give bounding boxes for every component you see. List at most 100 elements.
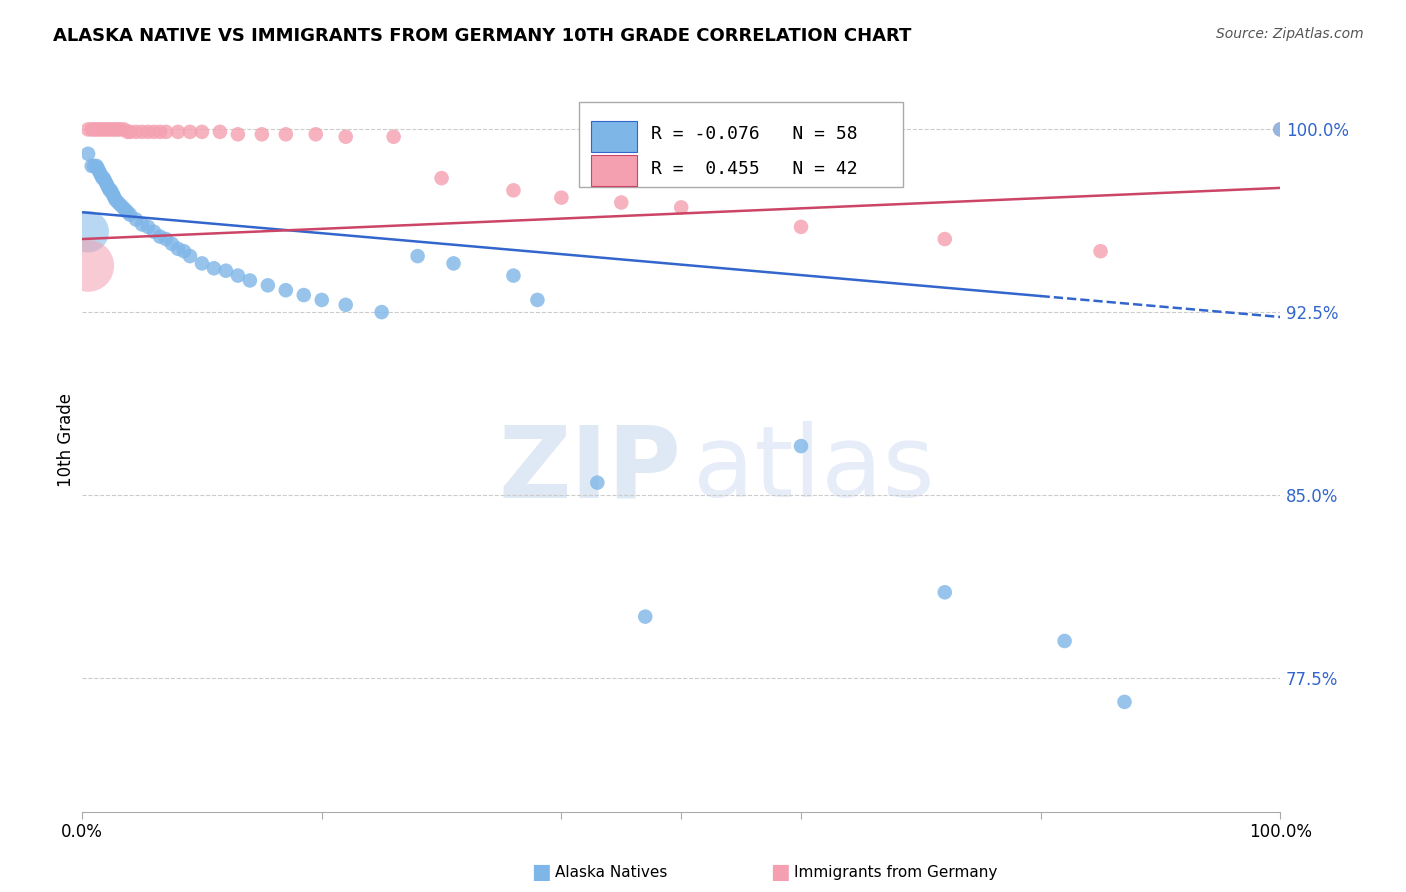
Point	[107, 122, 129, 136]
Point	[1114, 695, 1136, 709]
Point	[502, 268, 524, 283]
Point	[143, 125, 166, 139]
Point	[96, 178, 118, 193]
Text: Immigrants from Germany: Immigrants from Germany	[794, 865, 998, 880]
Point	[86, 122, 108, 136]
Point	[125, 212, 148, 227]
Point	[790, 219, 813, 234]
Point	[382, 129, 405, 144]
Point	[167, 125, 190, 139]
Point	[110, 122, 132, 136]
Point	[114, 202, 136, 217]
Point	[100, 122, 122, 136]
Point	[179, 249, 201, 263]
Point	[80, 122, 103, 136]
Point	[1053, 634, 1076, 648]
Point	[131, 125, 153, 139]
Point	[256, 278, 278, 293]
Point	[101, 186, 124, 200]
Point	[208, 125, 231, 139]
Point	[91, 171, 114, 186]
Point	[1270, 122, 1292, 136]
Point	[100, 183, 122, 197]
Point	[335, 298, 357, 312]
Point	[143, 225, 166, 239]
Point	[97, 181, 120, 195]
Point	[125, 125, 148, 139]
Text: R =  0.455   N = 42: R = 0.455 N = 42	[651, 160, 858, 178]
Point	[87, 122, 110, 136]
Point	[104, 122, 127, 136]
FancyBboxPatch shape	[579, 102, 903, 187]
Point	[86, 161, 108, 176]
Point	[89, 166, 111, 180]
Point	[274, 128, 297, 142]
Point	[77, 146, 100, 161]
Point	[191, 125, 214, 139]
Point	[77, 122, 100, 136]
Point	[191, 256, 214, 270]
Bar	[592, 155, 637, 186]
Point	[103, 191, 125, 205]
Point	[274, 283, 297, 297]
Point	[110, 198, 132, 212]
Point	[112, 122, 135, 136]
Point	[167, 242, 190, 256]
Point	[117, 125, 139, 139]
Point	[87, 164, 110, 178]
Point	[103, 188, 125, 202]
Text: Source: ZipAtlas.com: Source: ZipAtlas.com	[1216, 27, 1364, 41]
Point	[370, 305, 392, 319]
Point	[305, 128, 328, 142]
Point	[90, 169, 112, 183]
Text: ■: ■	[531, 863, 551, 882]
Point	[335, 129, 357, 144]
Text: ALASKA NATIVE VS IMMIGRANTS FROM GERMANY 10TH GRADE CORRELATION CHART: ALASKA NATIVE VS IMMIGRANTS FROM GERMANY…	[53, 27, 912, 45]
Point	[136, 219, 159, 234]
Point	[502, 183, 524, 197]
Text: ■: ■	[770, 863, 790, 882]
Point	[550, 191, 572, 205]
Point	[83, 159, 105, 173]
Y-axis label: 10th Grade: 10th Grade	[58, 393, 75, 487]
Point	[80, 159, 103, 173]
Point	[93, 171, 115, 186]
Point	[83, 122, 105, 136]
Point	[98, 183, 121, 197]
Point	[149, 125, 172, 139]
Point	[1090, 244, 1112, 259]
Point	[90, 122, 112, 136]
Point	[430, 171, 453, 186]
Point	[311, 293, 333, 307]
Point	[118, 125, 141, 139]
Point	[669, 200, 692, 214]
Point	[1270, 122, 1292, 136]
Point	[226, 128, 249, 142]
Point	[93, 122, 115, 136]
Point	[586, 475, 609, 490]
Point	[934, 232, 956, 246]
Point	[94, 122, 117, 136]
Point	[97, 122, 120, 136]
Point	[103, 122, 125, 136]
Point	[239, 273, 262, 287]
Point	[406, 249, 429, 263]
Point	[131, 218, 153, 232]
Point	[136, 125, 159, 139]
Point	[443, 256, 465, 270]
Text: ZIP: ZIP	[498, 421, 681, 518]
Point	[94, 173, 117, 187]
Point	[790, 439, 813, 453]
Point	[160, 236, 183, 251]
Point	[226, 268, 249, 283]
Point	[934, 585, 956, 599]
Bar	[592, 121, 637, 152]
Point	[77, 259, 100, 273]
Text: Alaska Natives: Alaska Natives	[555, 865, 668, 880]
Point	[292, 288, 315, 302]
Point	[94, 176, 117, 190]
Point	[250, 128, 273, 142]
Point	[149, 229, 172, 244]
Point	[111, 200, 134, 214]
Point	[155, 232, 177, 246]
